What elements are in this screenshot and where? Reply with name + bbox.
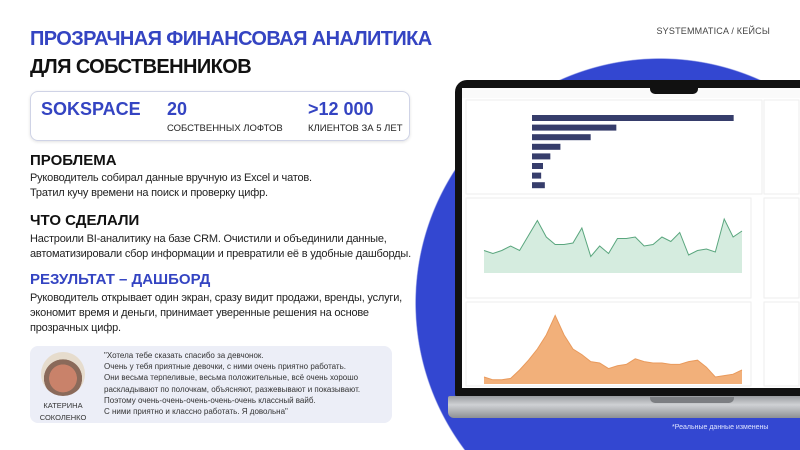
testimonial-card [30,346,392,423]
laptop-screen [462,88,800,388]
bar [532,124,617,131]
quote-line: раскладывают по полочкам, объясняют, раз… [104,384,361,394]
quote-line: Поэтому очень-очень-очень-очень-очень кл… [104,395,316,405]
testimonial-text: "Хотела тебе сказать спасибо за девчонок… [104,350,360,417]
side-panel [763,197,800,299]
bar [532,172,542,179]
orange-series-line [483,314,743,381]
section-done-text: Настроили BI-аналитику на базе CRM. Очис… [30,232,411,262]
stat-lofts-value: 20 [167,99,188,119]
green-series-line [483,217,743,258]
avatar [41,352,85,396]
section-result-heading: РЕЗУЛЬТАТ – ДАШБОРД [30,271,211,288]
bar [532,143,561,150]
bar [532,134,591,141]
quote-line: Они весьма терпеливые, весьма положитель… [104,373,359,383]
text-line: экономит время и деньги, принимает увере… [30,307,369,319]
stat-lofts-label: СОБСТВЕННЫХ ЛОФТОВ [167,123,283,134]
testimonial-author: КАТЕРИНА СОКОЛЕНКО [33,400,93,424]
laptop-base [448,396,800,418]
stat-clients-label: КЛИЕНТОВ ЗА 5 ЛЕТ [308,123,403,134]
bar [532,163,543,169]
dashboard-topbar [462,88,800,98]
section-done-heading: ЧТО СДЕЛАЛИ [30,212,140,229]
brand-label: SYSTEMMATICA / КЕЙСЫ [656,26,770,36]
bar [532,115,734,121]
company-name: SOKSPACE [41,99,141,119]
text-line: Тратил кучу времени на поиск и проверку … [30,187,268,199]
stats-box: SOKSPACE 20 СОБСТВЕННЫХ ЛОФТОВ >12 000 К… [30,91,410,141]
text-line: прозрачных цифр. [30,322,121,334]
laptop-groove [650,397,734,403]
section-problem-text: Руководитель собирал данные вручную из E… [30,171,312,201]
text-line: Руководитель собирал данные вручную из E… [30,172,312,184]
section-problem-heading: ПРОБЛЕМА [30,152,117,169]
bar-chart-panel [465,99,763,195]
side-panel [763,99,800,195]
page-subtitle: ДЛЯ СОБСТВЕННИКОВ [30,56,252,78]
orange-series-area [484,315,742,384]
page-title: ПРОЗРАЧНАЯ ФИНАНСОВАЯ АНАЛИТИКА [30,28,432,50]
author-last-name: СОКОЛЕНКО [39,413,87,422]
section-result-text: Руководитель открывает один экран, сразу… [30,291,402,336]
quote-line: С ними приятно и классно работать. Я дов… [104,407,288,417]
side-panel [763,301,800,387]
quote-line: "Хотела тебе сказать спасибо за девчонок… [104,351,264,360]
stat-clients-value: >12 000 [308,99,374,119]
text-line: Руководитель открывает один экран, сразу… [30,292,403,304]
bar [532,153,551,160]
text-line: автоматизировали сбор информации и превр… [30,248,411,260]
author-first-name: КАТЕРИНА [43,401,83,410]
quote-line: Очень у тебя приятные девочки, с ними оч… [104,362,346,372]
camera-notch [650,80,698,94]
text-line: Настроили BI-аналитику на базе CRM. Очис… [30,233,387,245]
bar [532,182,545,189]
dashboard-mockup [462,88,800,387]
footnote: *Реальные данные изменены [672,424,769,431]
